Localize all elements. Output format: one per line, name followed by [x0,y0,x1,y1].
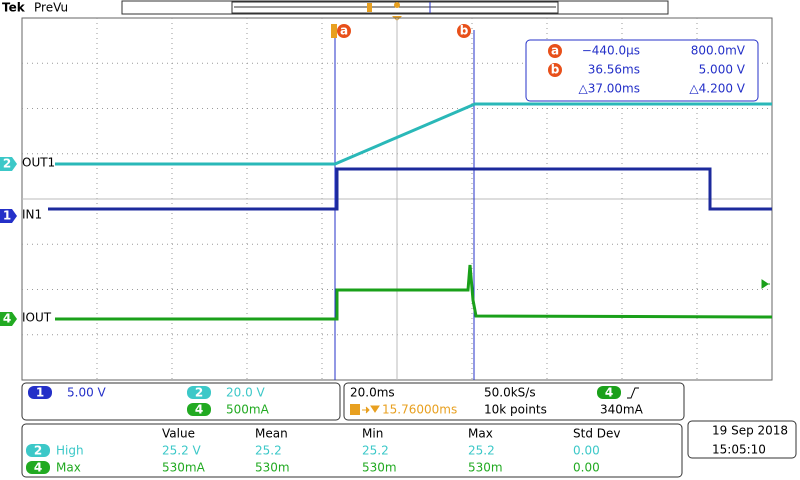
trace-out1 [55,102,772,166]
channel-marker [0,312,17,326]
column-header: Min [362,427,383,441]
channel-marker [0,209,17,223]
readout-b-label: b [551,63,560,77]
cell: 25.2 [362,444,389,458]
cursor-readout [525,39,759,102]
trigger-arrow [362,405,380,414]
cursor-a-flag [331,24,337,38]
scale-channel: 4 [195,403,203,417]
scale-badge [187,386,211,399]
column-header: Value [162,427,195,441]
cell: 0.00 [573,461,600,475]
brand: Tek [2,1,26,15]
cell: 25.2 [255,444,282,458]
time: 15:05:10 [712,443,766,457]
cell: 25.2 [468,444,495,458]
channel-marker [0,157,17,171]
trigger-ch-badge [597,386,621,399]
scale-badge [187,403,211,416]
channel-markers: 2 OUT1 1 IN1 4 IOUT [0,156,55,326]
delta-level: △4.200 V [689,82,745,96]
trigger-dot [394,2,400,8]
measurement-box [21,423,683,478]
a-time: −440.0µs [582,44,640,58]
a-level: 800.0mV [691,44,746,58]
row-badge [26,461,50,474]
row-name: Max [56,461,81,475]
cell: 530mA [162,461,206,475]
trigger-pos [367,3,372,12]
cursor-a-badge [337,24,351,38]
time-div: 20.0ms [350,386,395,400]
cursor-b-badge [457,24,471,38]
scale-value: 500mA [226,403,270,417]
record-length: 10k points [484,403,547,417]
mode: PreVu [34,1,68,15]
cell: 25.2 V [162,444,202,458]
channel-label: IN1 [22,208,42,222]
sample-rate: 50.0kS/s [484,386,536,400]
scale-channel: 1 [36,386,44,400]
trace-in1 [48,167,772,211]
row-badge [26,444,50,457]
trace-iout [55,264,773,321]
delta-time: △37.00ms [578,82,640,96]
channel-number: 1 [3,209,11,223]
cell: 0.00 [573,444,600,458]
trigger-channel: 4 [605,386,613,400]
datetime-box [687,420,797,459]
trigger-level: 340mA [600,403,644,417]
column-header: Mean [255,427,288,441]
date: 19 Sep 2018 [712,424,788,438]
cursor-a-label: a [340,24,348,38]
scale-channel: 2 [195,386,203,400]
row-channel: 2 [34,444,42,458]
readout-a-badge [548,44,562,58]
trigger-delay: 15.76000ms [382,403,457,417]
scale-badge [28,386,52,399]
b-time: 36.56ms [588,63,640,77]
readout-a-label: a [551,44,559,58]
cell: 530m [468,461,503,475]
cell: 530m [362,461,397,475]
cursor-b-label: b [460,24,469,38]
trigger-level-marker [761,279,770,289]
column-header: Max [468,427,493,441]
trigger-slope [627,387,639,399]
trigger-icon [350,404,360,415]
column-header: Std Dev [573,427,620,441]
scale-box [21,382,341,421]
readout-b-badge [548,63,562,77]
cell: 530m [255,461,290,475]
row-name: High [56,444,84,458]
scale-value: 20.0 V [226,386,266,400]
channel-number: 2 [3,157,11,171]
channel-label: IOUT [22,311,52,325]
row-channel: 4 [34,461,42,475]
channel-label: OUT1 [22,156,55,170]
b-level: 5.000 V [699,63,746,77]
scale-value: 5.00 V [67,386,107,400]
channel-number: 4 [3,312,11,326]
